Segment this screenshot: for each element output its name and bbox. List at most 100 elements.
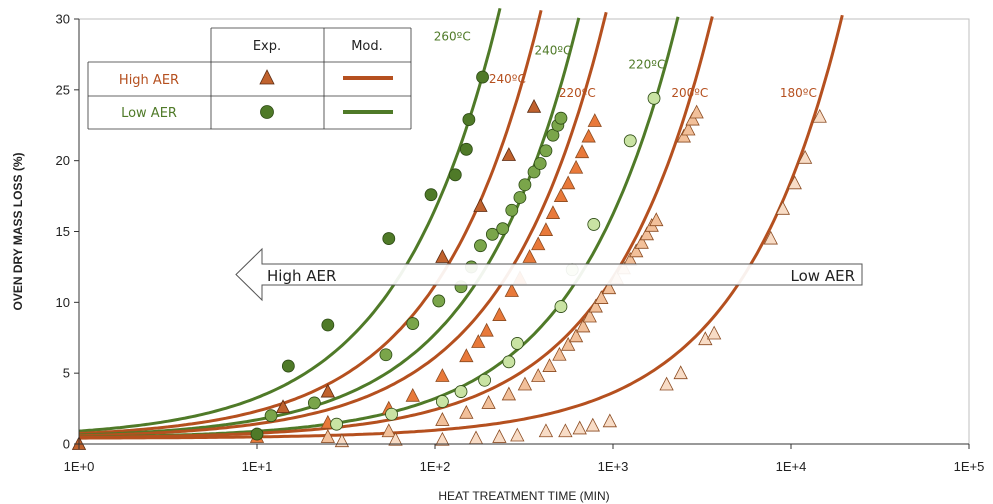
- data-point-high-aer: [320, 383, 335, 398]
- data-point-low-aer: [321, 318, 335, 332]
- data-point-high-aer: [320, 429, 335, 443]
- data-point-low-aer: [554, 111, 568, 125]
- data-point-high-aer: [649, 212, 664, 227]
- x-tick-label: 1E+1: [242, 459, 273, 474]
- data-point-high-aer: [568, 159, 584, 174]
- data-point-low-aer: [518, 178, 532, 192]
- legend-circle-marker: [260, 105, 274, 119]
- data-point-low-aer: [647, 91, 661, 105]
- data-point-low-aer: [330, 417, 343, 431]
- data-point-high-aer: [510, 427, 525, 442]
- y-tick-label: 20: [56, 153, 70, 168]
- arrow-left-label: High AER: [267, 267, 336, 285]
- data-point-high-aer: [561, 175, 576, 190]
- data-point-low-aer: [533, 157, 547, 170]
- y-tick-label: 10: [56, 295, 70, 310]
- data-point-high-aer: [459, 348, 474, 363]
- curve-label: 220ºC: [559, 86, 596, 100]
- data-point-high-aer: [582, 308, 597, 323]
- arrow-right-label: Low AER: [791, 267, 855, 285]
- data-point-high-aer: [381, 423, 396, 438]
- curve-label: 200ºC: [671, 86, 708, 100]
- data-point-high-aer: [797, 149, 813, 164]
- y-tick-label: 0: [63, 437, 70, 452]
- curve-label: 260ºC: [434, 29, 471, 43]
- model-curve-low-260ºC: [78, 7, 502, 433]
- data-point-high-aer: [639, 226, 655, 241]
- curve-label: 240ºC: [489, 72, 526, 86]
- data-point-high-aer: [634, 234, 649, 249]
- data-point-high-aer: [435, 249, 450, 263]
- model-curve-high-220ºC: [78, 11, 608, 438]
- data-point-high-aer: [459, 404, 474, 419]
- data-point-low-aer: [554, 300, 568, 313]
- data-point-low-aer: [485, 227, 499, 241]
- experimental-points: [71, 70, 827, 450]
- data-point-high-aer: [561, 336, 576, 351]
- data-point-high-aer: [676, 128, 691, 143]
- x-tick-label: 1E+3: [598, 459, 629, 474]
- data-point-low-aer: [454, 385, 468, 398]
- data-point-high-aer: [435, 431, 450, 446]
- data-point-low-aer: [424, 188, 438, 202]
- data-point-high-aer: [538, 222, 554, 236]
- data-point-low-aer: [474, 239, 487, 253]
- aer-arrow-shape: [235, 247, 863, 302]
- data-point-low-aer: [502, 355, 516, 369]
- data-point-high-aer: [275, 399, 291, 414]
- data-point-high-aer: [581, 128, 596, 143]
- data-point-high-aer: [558, 423, 573, 438]
- data-point-low-aer: [623, 134, 637, 148]
- data-point-low-aer: [459, 142, 473, 156]
- data-point-high-aer: [568, 328, 584, 343]
- legend-label-high-aer: High AER: [119, 73, 179, 88]
- legend-col-exp: Exp.: [253, 39, 281, 54]
- data-point-high-aer: [501, 386, 517, 401]
- data-point-high-aer: [763, 230, 778, 245]
- data-point-high-aer: [471, 334, 486, 348]
- data-point-high-aer: [587, 113, 602, 127]
- data-point-high-aer: [588, 298, 603, 313]
- data-point-high-aer: [574, 144, 590, 159]
- data-point-low-aer: [462, 113, 476, 126]
- data-point-high-aer: [492, 429, 507, 443]
- data-point-high-aer: [552, 346, 567, 361]
- data-point-low-aer: [281, 359, 295, 373]
- y-tick-label: 5: [63, 366, 70, 381]
- data-point-low-aer: [587, 218, 601, 231]
- data-point-high-aer: [388, 431, 403, 446]
- data-point-low-aer: [510, 337, 524, 350]
- data-point-high-aer: [685, 111, 700, 126]
- x-tick-label: 1E+4: [776, 459, 807, 474]
- data-point-high-aer: [812, 108, 827, 123]
- data-point-high-aer: [673, 365, 688, 380]
- data-point-high-aer: [706, 325, 722, 340]
- legend-col-mod: Mod.: [351, 39, 383, 54]
- legend: Exp. Mod. High AER Low AER: [87, 27, 412, 130]
- data-point-high-aer: [775, 200, 791, 215]
- y-tick-label: 30: [56, 12, 70, 27]
- data-point-low-aer: [250, 427, 264, 441]
- legend-label-low-aer: Low AER: [121, 106, 177, 121]
- data-point-high-aer: [681, 121, 696, 136]
- data-point-high-aer: [585, 417, 600, 432]
- legend-triangle-marker: [259, 69, 275, 85]
- data-point-low-aer: [448, 168, 462, 182]
- data-point-high-aer: [517, 376, 533, 391]
- data-point-high-aer: [787, 175, 802, 190]
- data-point-low-aer: [496, 222, 510, 236]
- curve-label: 240ºC: [535, 43, 572, 57]
- x-tick-label: 1E+5: [954, 459, 985, 474]
- curve-label: 220ºC: [628, 58, 665, 72]
- data-point-low-aer: [539, 144, 553, 158]
- data-point-low-aer: [406, 317, 420, 330]
- data-point-high-aer: [553, 188, 569, 202]
- y-tick-label: 15: [56, 224, 70, 239]
- data-point-low-aer: [264, 409, 278, 423]
- data-point-high-aer: [576, 318, 591, 333]
- data-point-low-aer: [476, 70, 489, 84]
- data-point-high-aer: [689, 104, 704, 119]
- model-curve-low-240ºC: [78, 17, 581, 437]
- data-point-high-aer: [538, 423, 554, 438]
